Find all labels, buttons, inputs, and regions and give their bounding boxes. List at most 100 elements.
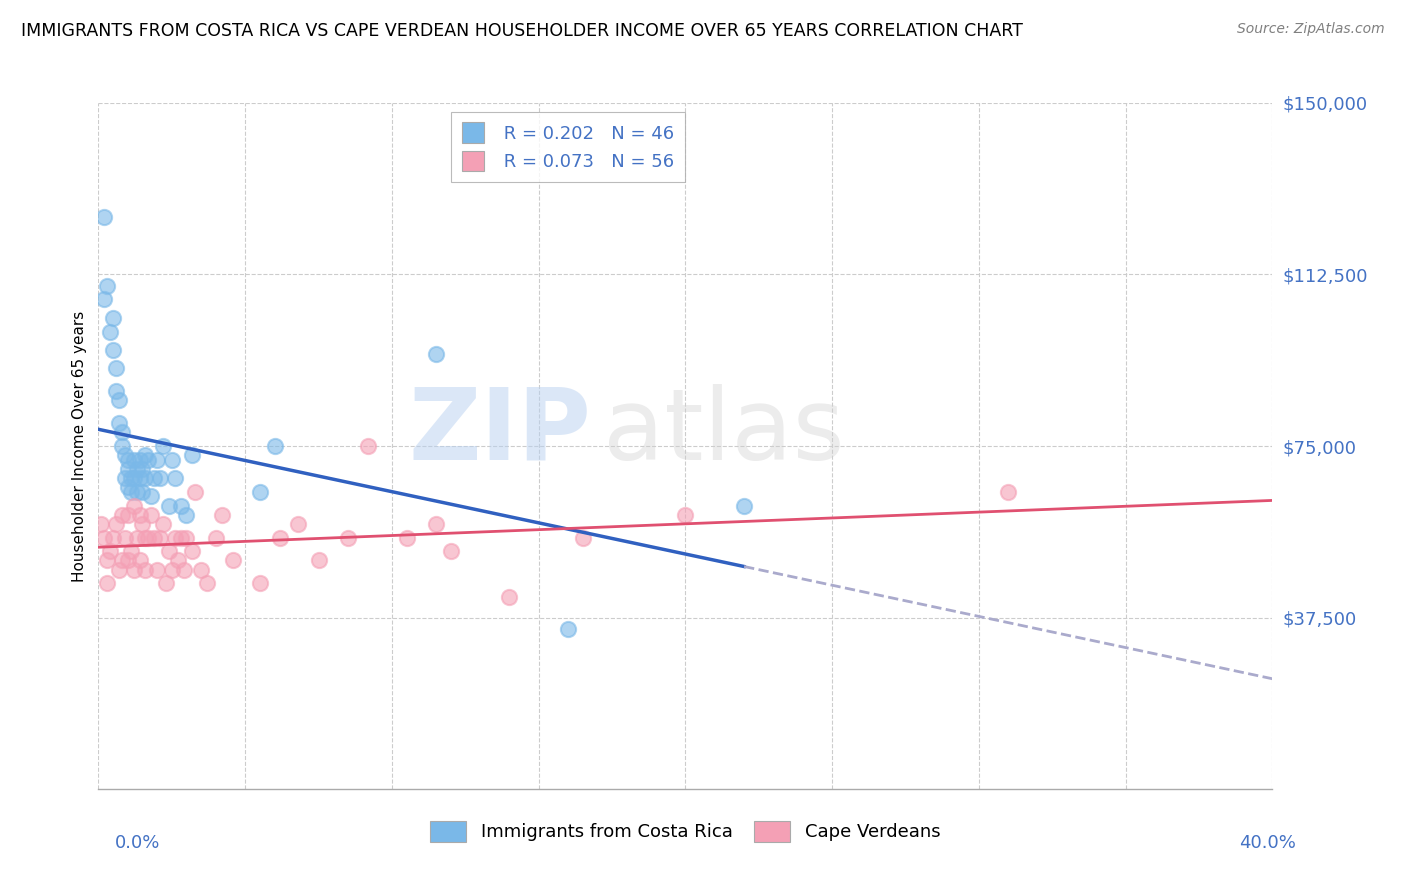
Point [146, 452, 169, 467]
Point [211, 508, 233, 522]
Point [117, 462, 139, 476]
Point [166, 553, 188, 567]
Point [117, 452, 139, 467]
Point [131, 462, 153, 476]
Point [571, 531, 593, 545]
Point [134, 471, 156, 485]
Point [134, 563, 156, 577]
Point [131, 484, 153, 499]
Point [169, 499, 191, 513]
Point [120, 471, 142, 485]
Point [336, 531, 359, 545]
Point [93, 293, 115, 307]
Point [111, 425, 134, 440]
Point [134, 531, 156, 545]
Point [122, 499, 145, 513]
Point [136, 452, 159, 467]
Point [122, 563, 145, 577]
Point [98, 325, 121, 339]
Point [152, 516, 174, 531]
Point [128, 452, 150, 467]
Y-axis label: Householder Income Over 65 years: Householder Income Over 65 years [72, 310, 87, 582]
Point [128, 553, 150, 567]
Point [105, 361, 128, 376]
Point [101, 531, 124, 545]
Point [157, 544, 180, 558]
Point [143, 531, 166, 545]
Point [184, 484, 207, 499]
Point [101, 310, 124, 325]
Point [439, 544, 461, 558]
Point [498, 590, 520, 604]
Point [181, 448, 204, 462]
Point [157, 499, 180, 513]
Point [249, 576, 271, 591]
Point [675, 508, 697, 522]
Point [108, 393, 131, 408]
Point [160, 563, 183, 577]
Point [117, 553, 139, 567]
Text: 0.0%: 0.0% [115, 834, 160, 852]
Point [163, 471, 186, 485]
Point [357, 439, 380, 453]
Point [122, 471, 145, 485]
Point [263, 439, 285, 453]
Point [222, 553, 245, 567]
Point [108, 416, 131, 430]
Point [425, 347, 447, 361]
Text: Source: ZipAtlas.com: Source: ZipAtlas.com [1237, 22, 1385, 37]
Point [128, 471, 150, 485]
Point [114, 531, 136, 545]
Point [120, 484, 142, 499]
Point [163, 531, 186, 545]
Point [195, 576, 218, 591]
Point [125, 531, 148, 545]
Point [90, 516, 112, 531]
Point [125, 484, 148, 499]
Point [395, 531, 418, 545]
Point [557, 622, 579, 636]
Point [269, 531, 291, 545]
Point [125, 462, 148, 476]
Point [160, 452, 183, 467]
Point [114, 448, 136, 462]
Point [152, 439, 174, 453]
Point [149, 531, 172, 545]
Point [190, 563, 212, 577]
Point [287, 516, 309, 531]
Point [117, 480, 139, 494]
Point [101, 343, 124, 357]
Point [997, 484, 1019, 499]
Point [176, 531, 198, 545]
Legend: Immigrants from Costa Rica, Cape Verdeans: Immigrants from Costa Rica, Cape Verdean… [423, 814, 948, 849]
Point [141, 508, 163, 522]
Point [105, 384, 128, 398]
Point [149, 471, 172, 485]
Text: IMMIGRANTS FROM COSTA RICA VS CAPE VERDEAN HOUSEHOLDER INCOME OVER 65 YEARS CORR: IMMIGRANTS FROM COSTA RICA VS CAPE VERDE… [21, 22, 1024, 40]
Point [128, 508, 150, 522]
Text: ZIP: ZIP [409, 384, 592, 481]
Point [136, 531, 159, 545]
Point [173, 563, 195, 577]
Point [131, 516, 153, 531]
Text: atlas: atlas [603, 384, 845, 481]
Point [108, 563, 131, 577]
Point [176, 508, 198, 522]
Point [141, 489, 163, 503]
Point [134, 448, 156, 462]
Point [96, 576, 118, 591]
Point [122, 452, 145, 467]
Text: 40.0%: 40.0% [1240, 834, 1296, 852]
Point [105, 516, 128, 531]
Point [111, 508, 134, 522]
Point [181, 544, 204, 558]
Point [205, 531, 228, 545]
Point [120, 544, 142, 558]
Point [146, 563, 169, 577]
Point [96, 278, 118, 293]
Point [98, 544, 121, 558]
Point [733, 499, 755, 513]
Point [117, 508, 139, 522]
Point [249, 484, 271, 499]
Point [143, 471, 166, 485]
